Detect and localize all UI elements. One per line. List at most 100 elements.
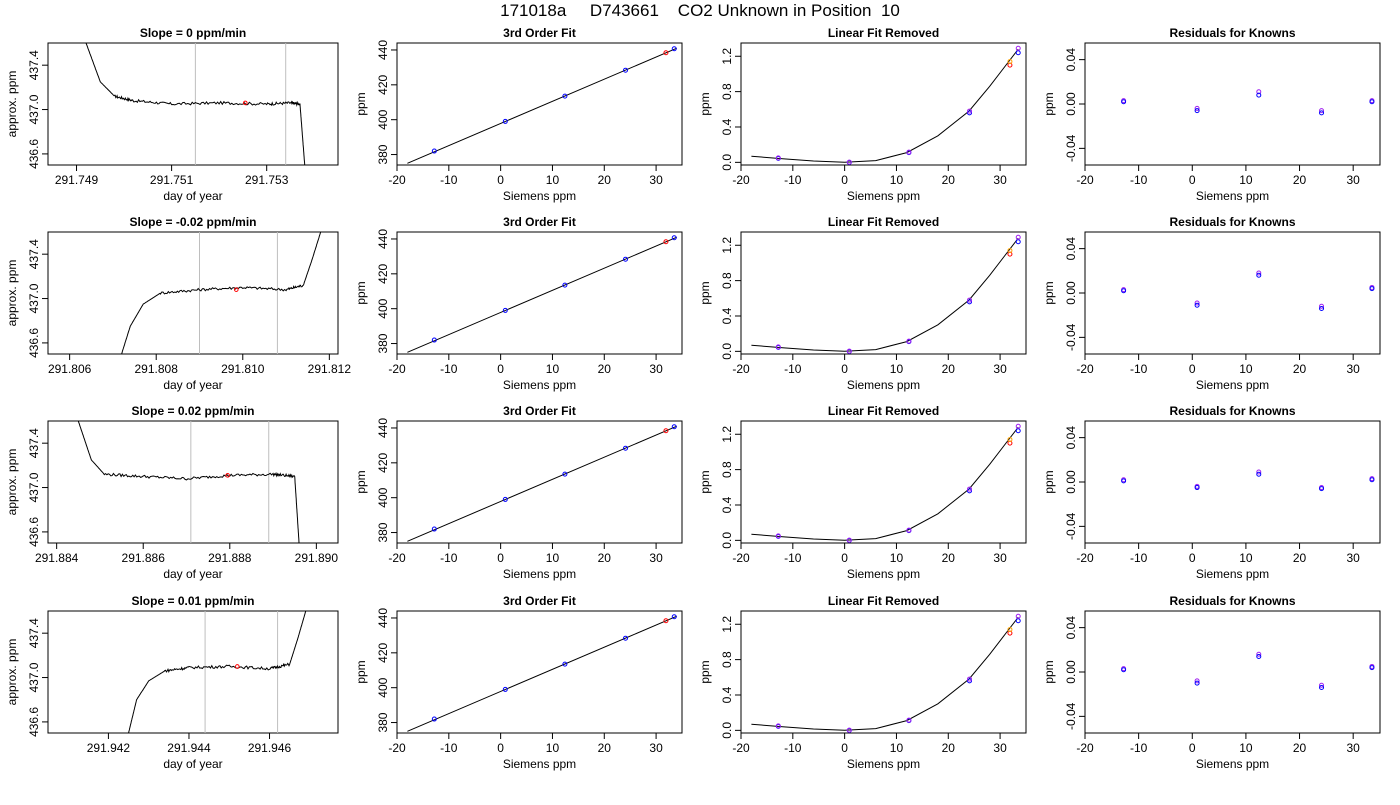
plot-frame (740, 231, 1027, 355)
x-tick-label: 10 (546, 173, 560, 187)
y-tick-label: 380 (376, 522, 390, 542)
linear-removed-panel-1: Linear Fit Removed -20 -10 0 10 20 30 0.0 0.4 0.8… (698, 26, 1027, 203)
x-tick-label: 30 (649, 173, 663, 187)
linear-removed-point (967, 299, 973, 305)
x-tick-label: 20 (598, 741, 612, 755)
plot-area (751, 423, 1021, 543)
y-axis-label: ppm (354, 660, 368, 683)
linear-removed-point (775, 344, 781, 350)
residual-point (1194, 105, 1200, 111)
residual-curve (751, 426, 1019, 541)
x-tick-label: 20 (598, 362, 612, 376)
linear-removed-point (1007, 437, 1013, 443)
y-tick-label: 380 (376, 712, 390, 732)
panel-title: Linear Fit Removed (828, 26, 939, 40)
y-tick-label: 436.6 (27, 517, 41, 547)
residual-point (1319, 685, 1325, 691)
trace-panel-4: Slope = 0.01 ppm/min 291.942 291.944 291.94… (5, 594, 339, 771)
x-axis-label: Siemens ppm (1196, 567, 1269, 581)
linear-removed-point (906, 527, 912, 533)
fit-line (407, 615, 677, 732)
fit-point (623, 67, 629, 73)
fit-point (671, 614, 677, 620)
fit-line (407, 47, 677, 164)
y-axis-label: approx. ppm (5, 71, 19, 138)
residual-point (1256, 272, 1262, 278)
y-axis-label: ppm (1042, 660, 1056, 683)
linear-removed-point (846, 537, 852, 543)
linear-removed-point (967, 676, 973, 682)
linear-removed-point (1015, 239, 1021, 245)
y-tick-label: 400 (376, 677, 390, 697)
y-tick-label: 380 (376, 144, 390, 164)
fit-point (671, 424, 677, 430)
y-tick-label: 1.2 (720, 616, 734, 633)
fit-point (671, 46, 677, 52)
residual-point (1121, 667, 1127, 673)
residual-point (1194, 108, 1200, 114)
x-tick-label: -20 (388, 741, 406, 755)
x-tick-label: 10 (1239, 362, 1253, 376)
y-axis-label: approx. ppm (5, 260, 19, 327)
y-tick-label: 436.6 (27, 707, 41, 737)
x-tick-label: 20 (598, 551, 612, 565)
fit-point (663, 618, 669, 624)
plot-area (751, 613, 1021, 733)
linear-removed-point (846, 348, 852, 354)
x-tick-label: -10 (784, 362, 802, 376)
linear-removed-point (1015, 613, 1021, 619)
residual-point (1194, 678, 1200, 684)
linear-removed-panel-3: Linear Fit Removed -20 -10 0 10 20 30 0.0 0.4 0.8… (698, 404, 1027, 581)
residual-point (1121, 478, 1127, 484)
plot-area (77, 421, 300, 543)
x-tick-label: -10 (1130, 173, 1148, 187)
y-tick-label: 0.8 (720, 272, 734, 289)
panel-title: Slope = 0.02 ppm/min (131, 404, 254, 418)
fit-point (502, 496, 508, 502)
fit-panel-3: 3rd Order Fit -20 -10 0 10 20 30 380 400 420 440 Si… (354, 404, 683, 581)
x-tick-label: -20 (732, 551, 750, 565)
plot-frame (740, 42, 1027, 166)
x-tick-label: 0 (497, 362, 504, 376)
plot-frame (396, 420, 683, 544)
x-tick-label: -10 (440, 173, 458, 187)
linear-removed-point (906, 717, 912, 723)
y-tick-label: 0.8 (720, 461, 734, 478)
x-tick-label: -20 (732, 173, 750, 187)
x-tick-label: -20 (388, 173, 406, 187)
y-tick-label: 440 (376, 418, 390, 438)
residual-curve (751, 237, 1019, 352)
panel-title: Linear Fit Removed (828, 404, 939, 418)
y-tick-label: 436.6 (27, 139, 41, 169)
residual-point (1319, 110, 1325, 116)
linear-removed-point (846, 159, 852, 165)
y-tick-label: 0.00 (1064, 92, 1078, 116)
x-tick-label: 20 (942, 362, 956, 376)
y-tick-label: 400 (376, 109, 390, 129)
x-tick-label: 30 (649, 551, 663, 565)
x-tick-label: 0 (841, 741, 848, 755)
x-axis-label: Siemens ppm (847, 757, 920, 771)
plot-area (751, 234, 1021, 354)
y-axis-label: ppm (354, 470, 368, 493)
fit-point (663, 428, 669, 434)
linear-removed-point (775, 155, 781, 161)
y-tick-label: 0.0 (720, 532, 734, 549)
x-tick-label: -10 (784, 551, 802, 565)
x-axis-label: Siemens ppm (503, 189, 576, 203)
linear-removed-point (1015, 428, 1021, 434)
y-tick-label: 0.04 (1064, 426, 1078, 450)
linear-removed-point (967, 297, 973, 303)
fit-point (431, 148, 437, 154)
x-tick-label: 20 (942, 741, 956, 755)
x-tick-label: -20 (732, 362, 750, 376)
linear-removed-point (775, 533, 781, 539)
x-tick-label: 291.942 (87, 741, 131, 755)
x-tick-label: -20 (732, 741, 750, 755)
residual-curve (751, 48, 1019, 163)
x-tick-label: -10 (1130, 741, 1148, 755)
linear-removed-point (906, 338, 912, 344)
linear-removed-point (967, 488, 973, 494)
x-tick-label: -20 (1076, 173, 1094, 187)
x-tick-label: 30 (993, 741, 1007, 755)
